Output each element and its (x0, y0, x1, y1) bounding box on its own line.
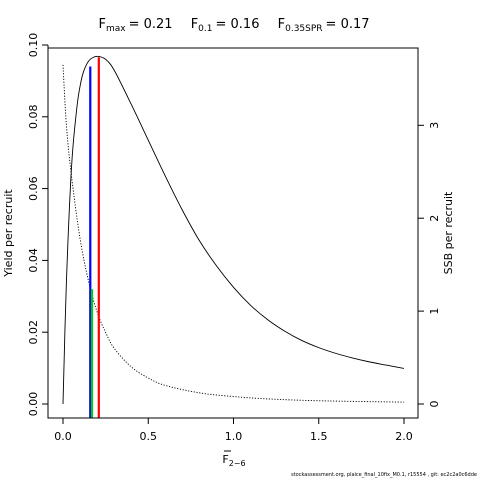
x-tick-label: 0.5 (140, 430, 158, 443)
y-tick-label-left: 0.08 (27, 105, 40, 130)
f035-subscript: 0.35SPR (285, 24, 322, 34)
y-tick-label-right: 3 (428, 122, 441, 129)
x-tick-label: 2.0 (395, 430, 413, 443)
f01-subscript: 0.1 (198, 24, 212, 34)
y-tick-label-left: 0.06 (27, 176, 40, 201)
x-axis-title-sub: 2−6 (229, 459, 246, 468)
yield-per-recruit-line (62, 55, 405, 405)
plot-frame (47, 47, 419, 419)
x-axis-title-main: F (222, 453, 228, 466)
y-axis-title-left: Yield per recruit (2, 189, 15, 278)
y-tick-label-right: 0 (428, 401, 441, 408)
axes: 0.0 0.5 1.0 1.5 2.0 0.00 0.02 0.04 0.06 0.08 0.10 0… (27, 33, 441, 443)
footer-note: stockassessment.org, plaice_final_10fix_… (291, 472, 477, 478)
f035-value: = 0.17 (326, 17, 370, 32)
y-tick-label-left: 0.00 (27, 392, 40, 417)
series-layer (62, 55, 405, 405)
f035-label: F (278, 17, 285, 32)
y-tick-label-left: 0.02 (27, 320, 40, 345)
y-tick-label-left: 0.04 (27, 248, 40, 273)
chart-title: Fmax = 0.21 F0.1 = 0.16 F0.35SPR = 0.17 (98, 17, 369, 34)
fmax-value: = 0.21 (129, 17, 173, 32)
x-tick-label: 1.0 (225, 430, 243, 443)
x-axis-title: F2−6 (222, 453, 245, 468)
y-tick-label-left: 0.10 (27, 33, 40, 58)
x-tick-label: 0.0 (54, 430, 72, 443)
x-tick-label: 1.5 (310, 430, 328, 443)
ssb-per-recruit-line (62, 64, 405, 403)
f01-value: = 0.16 (216, 17, 260, 32)
y-tick-label-right: 2 (428, 215, 441, 222)
f01-label: F (191, 17, 198, 32)
fmax-subscript: max (106, 24, 126, 34)
y-tick-label-right: 1 (428, 308, 441, 315)
reference-lines (89, 57, 100, 418)
y-axis-title-right: SSB per recruit (442, 191, 455, 274)
fmax-label: F (98, 17, 105, 32)
